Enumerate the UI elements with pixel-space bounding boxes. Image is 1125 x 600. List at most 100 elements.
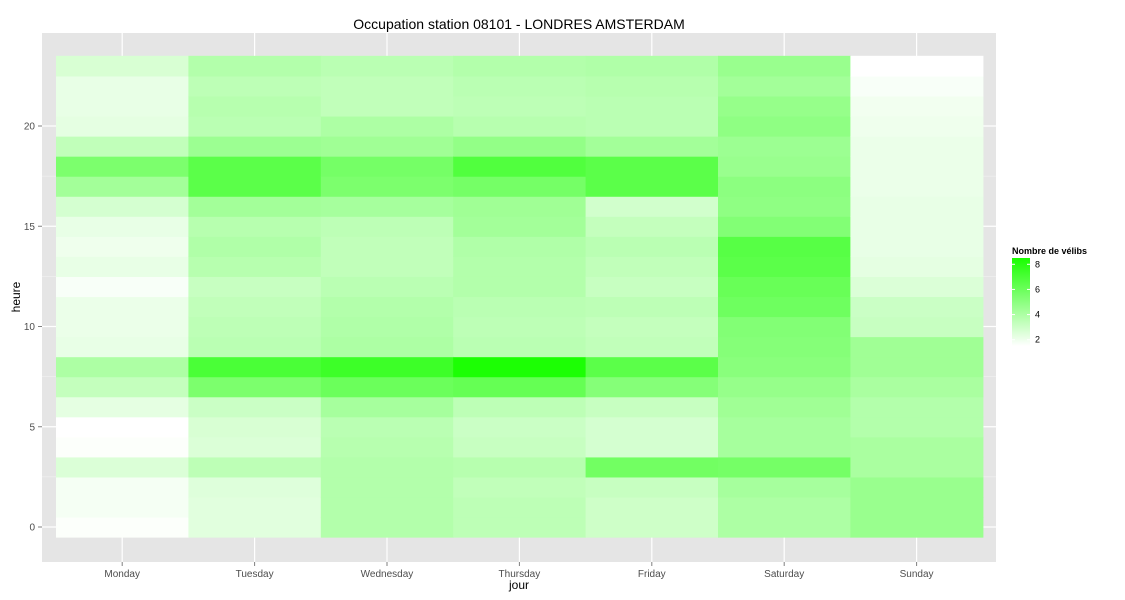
heatmap-tile [56, 216, 189, 237]
heatmap-tile [320, 236, 454, 257]
heatmap-tile [718, 136, 851, 157]
heatmap-tile [188, 75, 322, 97]
heatmap-tile [585, 336, 719, 358]
heatmap-tile [453, 396, 587, 418]
heatmap-tile [585, 156, 719, 177]
heatmap-tile [585, 216, 719, 237]
legend-tick-label: 6 [1035, 284, 1040, 294]
y-axis: 0 5 10 15 20 [24, 122, 42, 534]
heatmap-tile [453, 456, 587, 478]
heatmap-tile [320, 336, 454, 358]
heatmap-tile [56, 476, 189, 498]
heatmap-tile [453, 376, 587, 398]
heatmap-tile [585, 115, 719, 137]
heatmap-tile [453, 436, 587, 458]
x-tick-label: Sunday [900, 569, 934, 580]
heatmap-tile [188, 516, 322, 538]
y-tick-label: 5 [29, 422, 35, 433]
heatmap-tile [453, 516, 587, 538]
heatmap-tile [453, 496, 587, 518]
heatmap-tile [718, 316, 851, 338]
y-tick-label: 20 [24, 122, 36, 133]
heatmap-tile [320, 496, 454, 518]
heatmap-tile [585, 456, 719, 478]
heatmap-tile [718, 156, 851, 177]
heatmap-tile [585, 75, 719, 97]
heatmap-tile [585, 236, 719, 257]
x-tick-label: Friday [638, 569, 666, 580]
heatmap-tile [585, 256, 719, 277]
heatmap-tile [188, 176, 322, 197]
heatmap-tile [320, 176, 454, 197]
heatmap-tile [56, 256, 189, 277]
heatmap-tile [188, 416, 322, 438]
legend-title: Nombre de vélibs [1012, 246, 1087, 256]
heatmap-tile [718, 296, 851, 318]
heatmap-tile [718, 476, 851, 498]
heatmap-tile [188, 236, 322, 257]
heatmap-tile [188, 476, 322, 498]
heatmap-tile [320, 476, 454, 498]
heatmap-tile [56, 356, 189, 378]
chart-title: Occupation station 08101 - LONDRES AMSTE… [353, 16, 684, 32]
heatmap-tile [56, 55, 189, 77]
heatmap-tile [850, 516, 984, 538]
heatmap-tile [585, 356, 719, 378]
heatmap-tile [56, 75, 189, 97]
heatmap-tile [718, 276, 851, 298]
heatmap-tile [320, 115, 454, 137]
heatmap-tile [850, 296, 984, 318]
heatmap-tile [718, 95, 851, 117]
heatmap-tile [850, 75, 984, 97]
heatmap-tile [320, 456, 454, 478]
heatmap-tile [585, 276, 719, 298]
heatmap-tile [850, 436, 984, 458]
heatmap-tile [453, 236, 587, 257]
legend: Nombre de vélibs 2 4 6 8 [1012, 246, 1087, 346]
heatmap-tile [585, 196, 719, 217]
heatmap-tile [320, 95, 454, 117]
heatmap-tile [320, 296, 454, 318]
heatmap-tile [850, 316, 984, 338]
heatmap-tile [850, 496, 984, 518]
heatmap-tile [453, 176, 587, 197]
heatmap-tile [56, 236, 189, 257]
heatmap-tile [188, 396, 322, 418]
heatmap-tile [56, 136, 189, 157]
heatmap-tile [56, 276, 189, 298]
heatmap-tile [56, 516, 189, 538]
heatmap-tile [850, 476, 984, 498]
heatmap-tile [585, 496, 719, 518]
heatmap-tile [850, 95, 984, 117]
heatmap-tile [453, 216, 587, 237]
heatmap-tile [718, 416, 851, 438]
heatmap-tile [320, 216, 454, 237]
heatmap-tile [320, 316, 454, 338]
heatmap-tile [320, 136, 454, 157]
heatmap-tile [718, 336, 851, 358]
heatmap-tile [453, 196, 587, 217]
heatmap-tile [585, 376, 719, 398]
heatmap-tile [56, 336, 189, 358]
heatmap-tile [320, 196, 454, 217]
legend-colorbar [1012, 258, 1030, 346]
heatmap-tile [453, 256, 587, 277]
x-axis: Monday Tuesday Wednesday Thursday Friday Satu… [104, 562, 934, 580]
heatmap-tile [320, 376, 454, 398]
x-tick-label: Wednesday [361, 569, 414, 580]
heatmap-tile [188, 376, 322, 398]
heatmap-tile [188, 356, 322, 378]
heatmap-tile [850, 336, 984, 358]
heatmap-tile [188, 136, 322, 157]
heatmap-tile [585, 95, 719, 117]
heatmap-tile [718, 236, 851, 257]
heatmap-tile [188, 95, 322, 117]
heatmap-tile [718, 196, 851, 217]
heatmap-tile [850, 256, 984, 277]
heatmap-tile [850, 216, 984, 237]
x-axis-title: jour [508, 578, 529, 592]
heatmap-tile [188, 256, 322, 277]
heatmap-tile [56, 396, 189, 418]
heatmap-tile [718, 216, 851, 237]
heatmap-tile [320, 256, 454, 277]
